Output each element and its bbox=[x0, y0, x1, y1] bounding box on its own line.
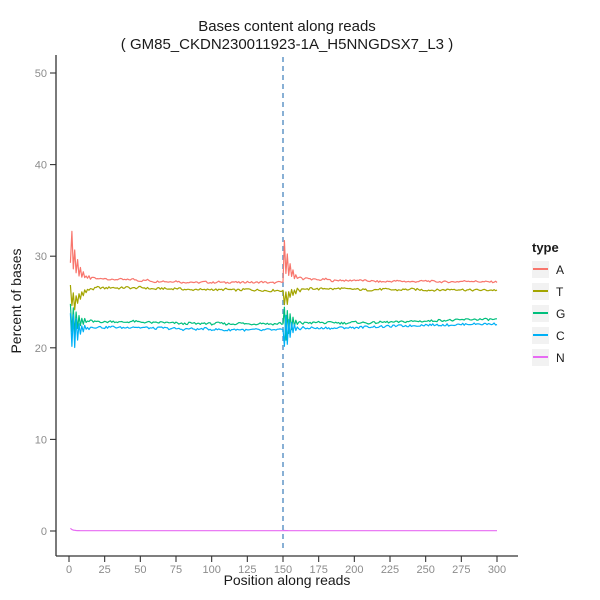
legend-label: N bbox=[556, 350, 565, 365]
x-tick-label: 100 bbox=[202, 564, 220, 576]
legend-item-N: N bbox=[532, 349, 565, 366]
y-tick-label: 30 bbox=[35, 251, 47, 263]
x-axis-title: Position along reads bbox=[223, 572, 351, 588]
legend-item-A: A bbox=[532, 261, 565, 278]
x-tick-label: 275 bbox=[452, 564, 470, 576]
x-tick-label: 300 bbox=[488, 564, 506, 576]
legend-key-G bbox=[532, 305, 549, 322]
series-line-N bbox=[70, 527, 497, 532]
y-tick-label: 40 bbox=[35, 160, 47, 172]
series-line-G bbox=[69, 303, 497, 341]
legend-label: C bbox=[556, 328, 565, 343]
legend-item-G: G bbox=[532, 305, 565, 322]
legend-label: A bbox=[556, 262, 565, 277]
x-tick-label: 225 bbox=[381, 564, 399, 576]
legend-item-C: C bbox=[532, 327, 565, 344]
legend-key-line-icon bbox=[533, 356, 548, 358]
x-tick-label: 175 bbox=[309, 564, 327, 576]
series-line-T bbox=[69, 284, 498, 311]
x-tick-label: 250 bbox=[416, 564, 434, 576]
chart-title: Bases content along reads bbox=[198, 18, 376, 35]
legend-key-line-icon bbox=[533, 290, 548, 292]
series-line-A bbox=[69, 230, 498, 285]
legend-title: type bbox=[532, 240, 559, 255]
y-tick-label: 50 bbox=[35, 68, 47, 80]
legend-key-A bbox=[532, 261, 549, 278]
legend-key-line-icon bbox=[533, 334, 548, 336]
x-tick-label: 0 bbox=[66, 564, 72, 576]
legend-item-T: T bbox=[532, 283, 565, 300]
legend-label: T bbox=[556, 284, 564, 299]
legend-key-line-icon bbox=[533, 268, 548, 270]
x-tick-label: 75 bbox=[170, 564, 182, 576]
series-line-C bbox=[69, 313, 498, 349]
x-tick-label: 150 bbox=[274, 564, 292, 576]
legend-key-N bbox=[532, 349, 549, 366]
x-tick-label: 25 bbox=[99, 564, 111, 576]
y-axis-title: Percent of bases bbox=[8, 248, 24, 354]
y-tick-label: 0 bbox=[41, 526, 47, 538]
legend-label: G bbox=[556, 306, 566, 321]
y-tick-label: 20 bbox=[35, 343, 47, 355]
legend-key-T bbox=[532, 283, 549, 300]
y-tick-label: 10 bbox=[35, 434, 47, 446]
legend-key-line-icon bbox=[533, 312, 548, 314]
x-tick-label: 125 bbox=[238, 564, 256, 576]
x-tick-label: 50 bbox=[134, 564, 146, 576]
x-tick-label: 200 bbox=[345, 564, 363, 576]
chart-subtitle: ( GM85_CKDN230011923-1A_H5NNGDSX7_L3 ) bbox=[120, 36, 454, 53]
legend-key-C bbox=[532, 327, 549, 344]
